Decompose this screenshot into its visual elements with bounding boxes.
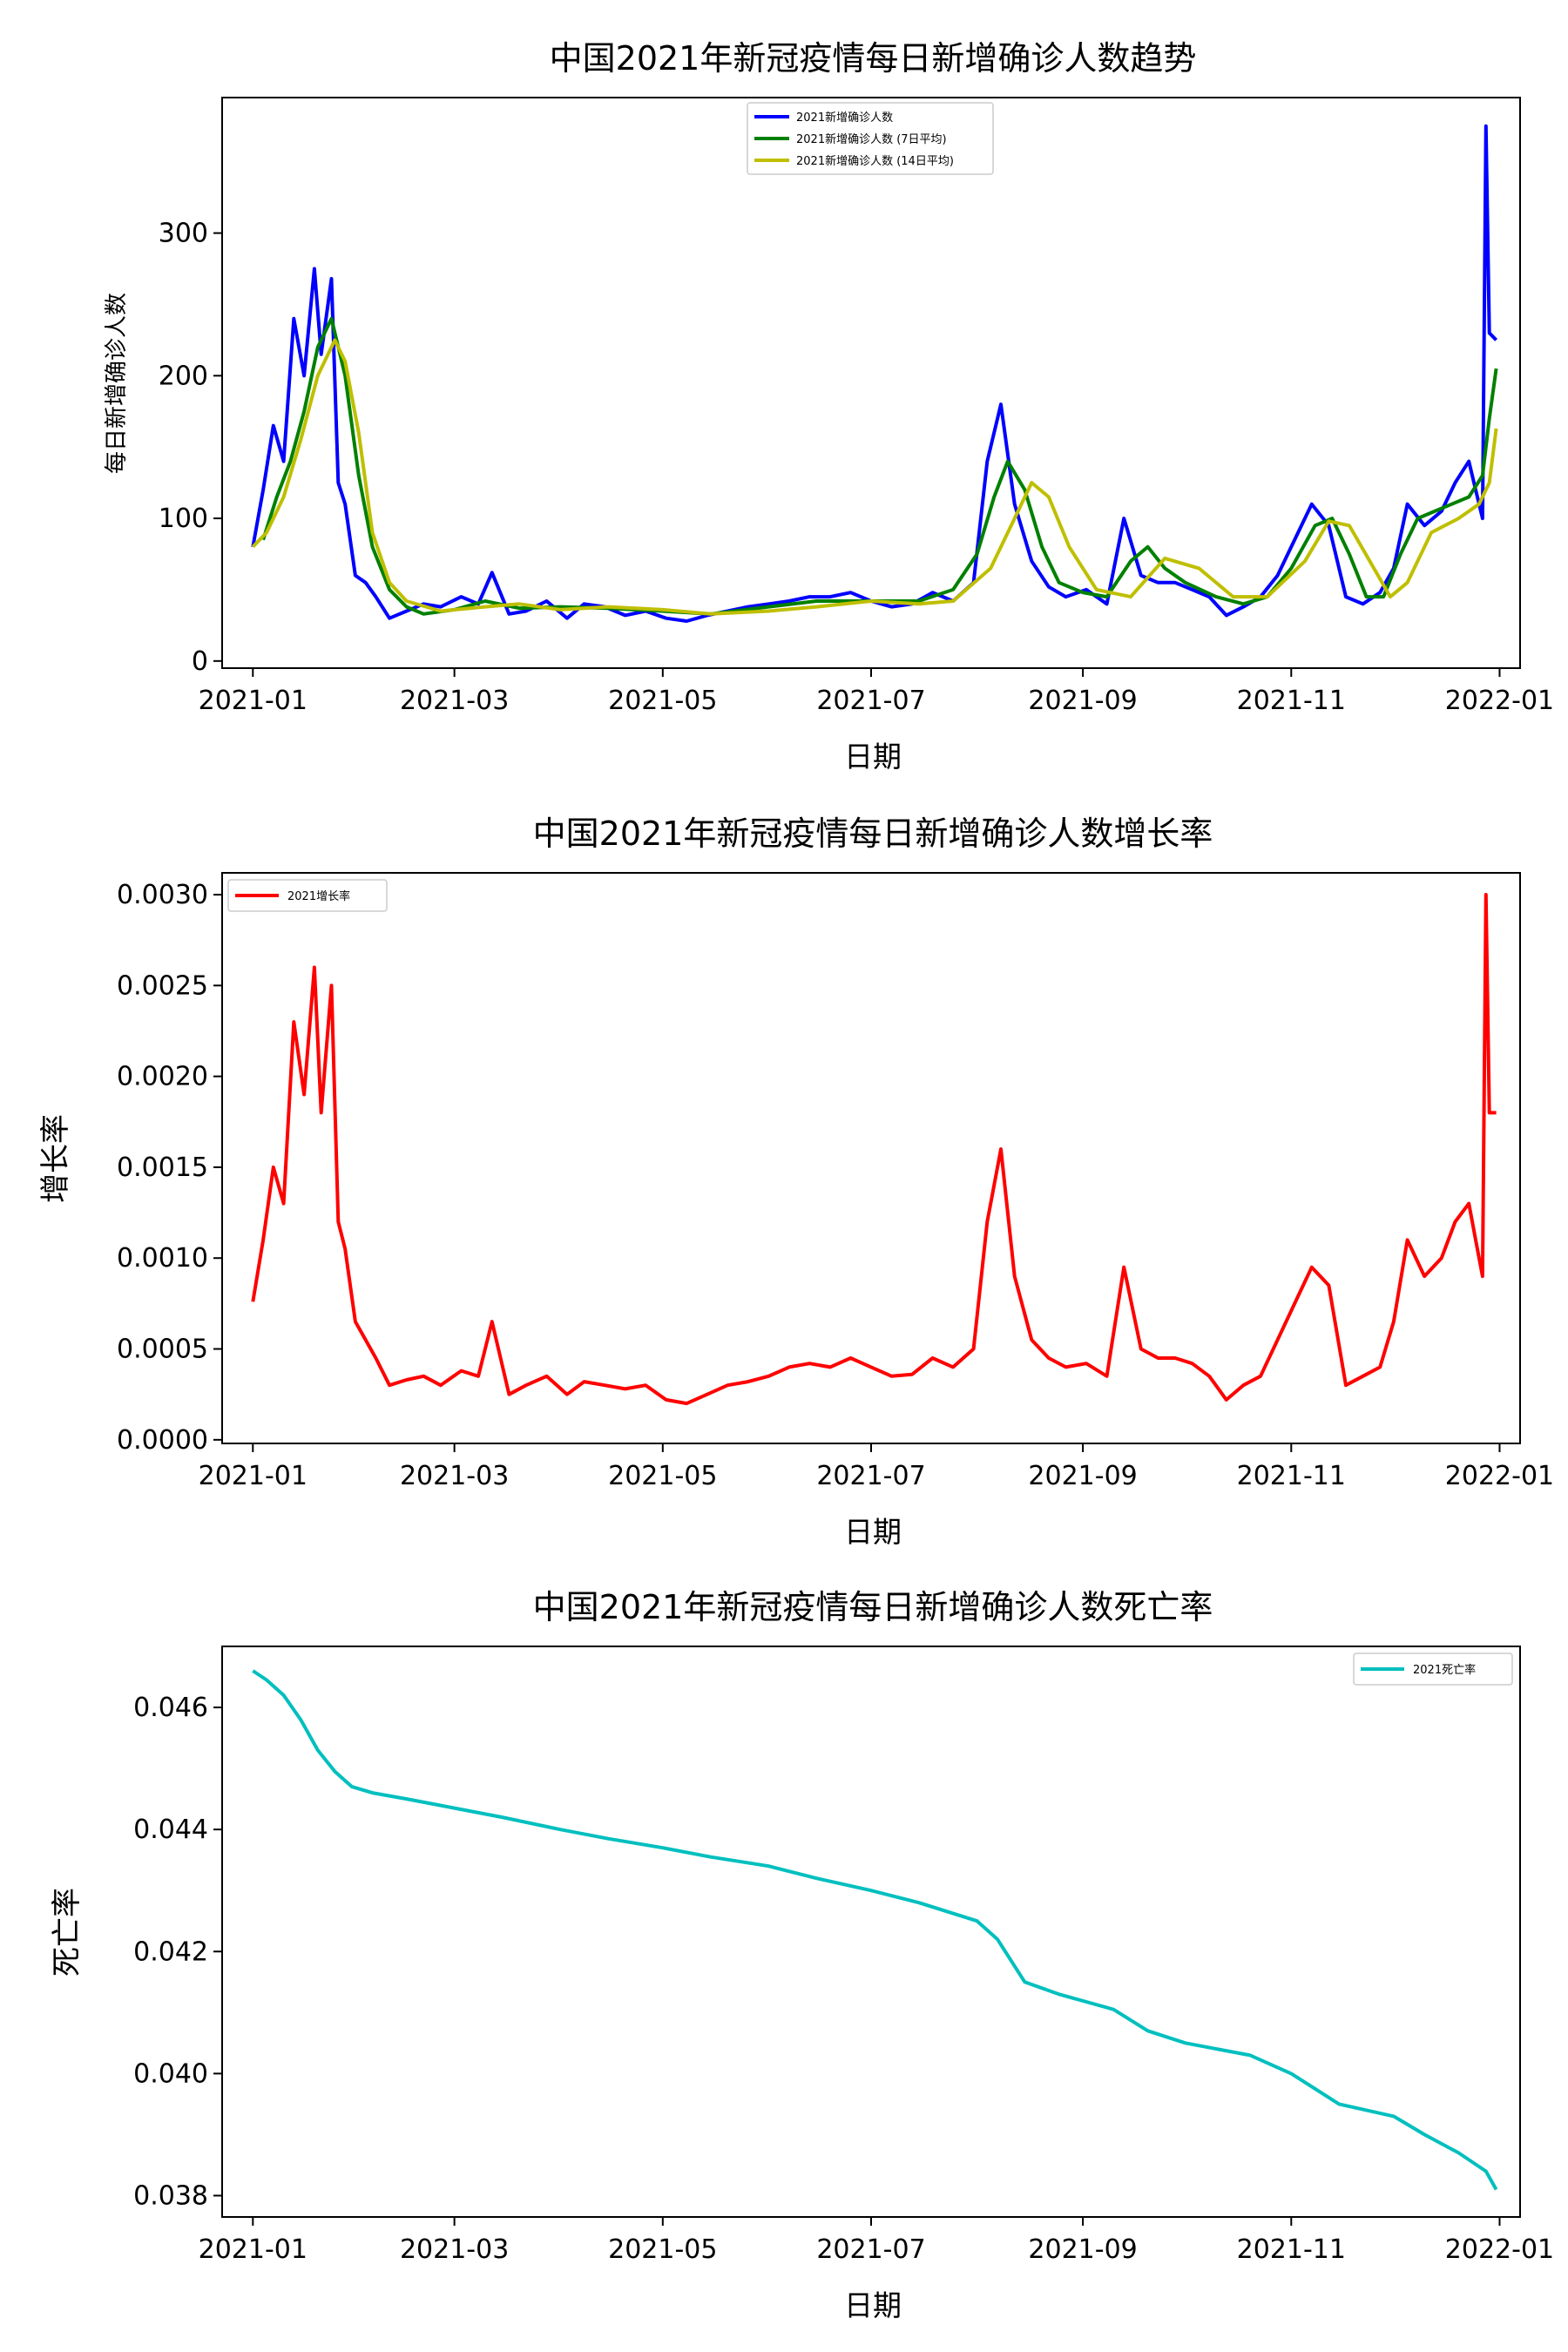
panel-2-ylabel: 增长率 bbox=[38, 1114, 73, 1203]
x-tick-label: 2021-11 bbox=[1237, 1461, 1346, 1491]
y-tick-label: 0.0015 bbox=[117, 1152, 208, 1183]
x-tick-label: 2021-01 bbox=[199, 2234, 308, 2265]
x-tick-label: 2021-03 bbox=[400, 1461, 509, 1491]
panel-3-title: 中国2021年新冠疫情每日新增确诊人数死亡率 bbox=[533, 1588, 1213, 1626]
x-tick-label: 2021-01 bbox=[199, 686, 308, 716]
x-tick-label: 2021-05 bbox=[608, 686, 717, 716]
panel-3-xlabel: 日期 bbox=[844, 2288, 902, 2322]
legend-label-daily: 2021新增确诊人数 bbox=[796, 111, 893, 125]
x-tick-label: 2021-03 bbox=[400, 686, 509, 716]
y-tick-label: 0.0030 bbox=[117, 880, 208, 910]
y-tick-label: 0.042 bbox=[133, 1936, 208, 1967]
panel-1-series-line-1 bbox=[261, 316, 1498, 616]
panel-1-plot-area bbox=[251, 124, 1498, 623]
x-tick-label: 2021-05 bbox=[608, 2234, 717, 2265]
legend-label-growth: 2021增长率 bbox=[287, 889, 350, 903]
y-tick-label: 0.044 bbox=[133, 1815, 208, 1845]
panel-3-series-line-0 bbox=[252, 1669, 1498, 2191]
panel-2-title: 中国2021年新冠疫情每日新增确诊人数增长率 bbox=[533, 814, 1213, 853]
panel-1-series-line-2 bbox=[251, 338, 1498, 616]
y-tick-label: 300 bbox=[159, 219, 208, 249]
x-tick-label: 2022-01 bbox=[1445, 1461, 1554, 1491]
x-tick-label: 2022-01 bbox=[1445, 2234, 1554, 2265]
x-tick-label: 2021-01 bbox=[199, 1461, 308, 1491]
y-tick-label: 0.040 bbox=[133, 2058, 208, 2089]
panel-2-plot-area bbox=[251, 893, 1497, 1406]
x-tick-label: 2021-11 bbox=[1237, 2234, 1346, 2265]
x-tick-label: 2021-09 bbox=[1028, 1461, 1137, 1491]
panel-1-ticks: 2021-01 2021-03 2021-05 2021-07 2021-09 2021-… bbox=[159, 219, 1554, 716]
y-tick-label: 0.0010 bbox=[117, 1243, 208, 1274]
legend-label-7day: 2021新增确诊人数 (7日平均) bbox=[796, 132, 947, 146]
y-tick-label: 100 bbox=[159, 504, 208, 534]
x-tick-label: 2022-01 bbox=[1445, 686, 1554, 716]
panel-2-xlabel: 日期 bbox=[844, 1515, 902, 1549]
panel-3-ticks: 2021-01 2021-03 2021-05 2021-07 2021-09 2021-… bbox=[133, 1693, 1554, 2265]
y-tick-label: 0 bbox=[192, 646, 208, 677]
panel-3-ylabel: 死亡率 bbox=[50, 1888, 84, 1977]
x-tick-label: 2021-09 bbox=[1028, 686, 1137, 716]
y-tick-label: 200 bbox=[159, 361, 208, 391]
panel-2-legend: 2021增长率 bbox=[227, 879, 388, 912]
y-tick-label: 0.0025 bbox=[117, 970, 208, 1001]
panel-3: 中国2021年新冠疫情每日新增确诊人数死亡率 2021-01 2021-03 202… bbox=[50, 1588, 1554, 2322]
panel-1-legend: 2021新增确诊人数 2021新增确诊人数 (7日平均) 2021新增确诊人数 … bbox=[747, 102, 994, 175]
x-tick-label: 2021-11 bbox=[1237, 686, 1346, 716]
y-tick-label: 0.0020 bbox=[117, 1062, 208, 1092]
panel-2-series-line-0 bbox=[251, 893, 1497, 1406]
panel-3-plot-area bbox=[252, 1669, 1498, 2191]
panel-1: 中国2021年新冠疫情每日新增确诊人数趋势 2021-01 2021-03 2021… bbox=[104, 39, 1554, 774]
panel-1-legend-box bbox=[747, 102, 994, 175]
x-tick-label: 2021-07 bbox=[816, 1461, 925, 1491]
panel-3-legend-box bbox=[1353, 1652, 1513, 1686]
panel-2: 中国2021年新冠疫情每日新增确诊人数增长率 2021-01 2021-03 202… bbox=[38, 814, 1554, 1549]
x-tick-label: 2021-05 bbox=[608, 1461, 717, 1491]
legend-label-death: 2021死亡率 bbox=[1413, 1663, 1476, 1677]
y-tick-label: 0.038 bbox=[133, 2180, 208, 2211]
y-tick-label: 0.046 bbox=[133, 1693, 208, 1723]
panel-2-ticks: 2021-01 2021-03 2021-05 2021-07 2021-09 2021-… bbox=[117, 880, 1554, 1491]
panel-3-legend: 2021死亡率 bbox=[1353, 1652, 1513, 1686]
panel-1-title: 中国2021年新冠疫情每日新增确诊人数趋势 bbox=[550, 39, 1197, 78]
panel-1-series-line-0 bbox=[251, 124, 1498, 623]
x-tick-label: 2021-03 bbox=[400, 2234, 509, 2265]
panel-1-ylabel: 每日新增确诊人数 bbox=[104, 293, 130, 474]
legend-label-14day: 2021新增确诊人数 (14日平均) bbox=[796, 154, 954, 168]
x-tick-label: 2021-07 bbox=[816, 2234, 925, 2265]
y-tick-label: 0.0005 bbox=[117, 1335, 208, 1365]
x-tick-label: 2021-09 bbox=[1028, 2234, 1137, 2265]
y-tick-label: 0.0000 bbox=[117, 1425, 208, 1456]
panel-2-legend-box bbox=[227, 879, 388, 912]
x-tick-label: 2021-07 bbox=[816, 686, 925, 716]
panel-1-xlabel: 日期 bbox=[844, 740, 902, 774]
